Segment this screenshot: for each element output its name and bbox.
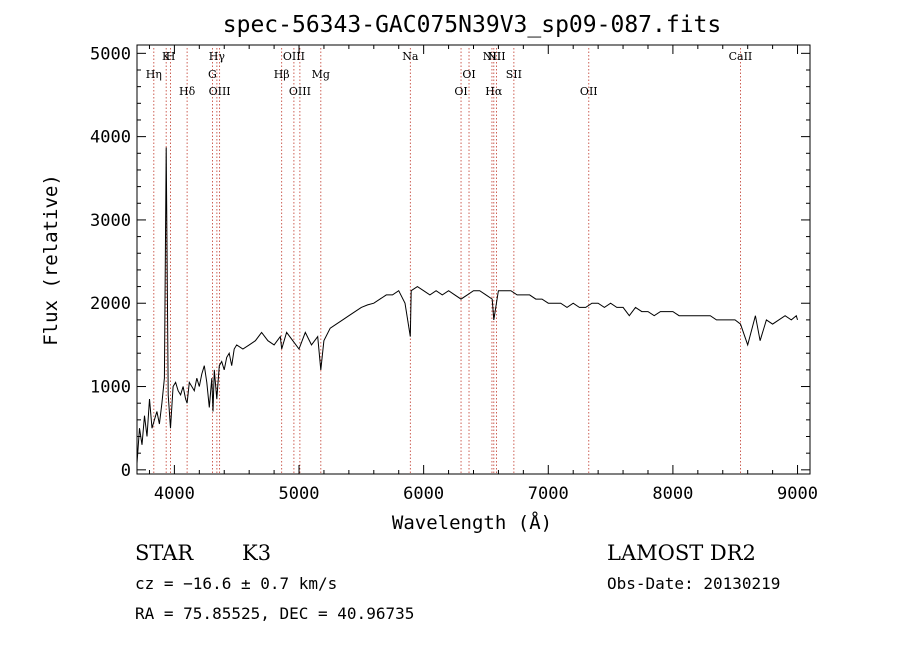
y-axis-label: Flux (relative) [40,174,62,346]
spectral-line-label: OI [462,68,475,81]
redshift-value: cz = −16.6 ± 0.7 km/s [135,574,337,593]
chart-title: spec-56343-GAC075N39V3_sp09-087.fits [223,12,722,38]
spectral-line-label: OI [454,85,467,98]
x-tick-label: 8000 [652,484,693,504]
y-tick-label: 2000 [90,294,131,314]
plot-frame [136,44,811,475]
spectral-line-label: Hα [485,85,503,98]
y-tick-label: 4000 [90,128,131,148]
spectral-line-label: Hγ [209,50,226,63]
spectral-line-label: Hδ [179,85,196,98]
spectral-line-label: NII [483,50,501,63]
coordinates: RA = 75.85525, DEC = 40.96735 [135,604,414,623]
y-tick-label: 1000 [90,378,131,398]
object-class: STAR [135,541,194,565]
spectral-line-label: Na [402,50,419,63]
spectral-line-labels: HηKHHδHγGOIIIHβOIIIOIIIMgNaOIOINIIHαNIIS… [146,50,753,98]
spectral-line-label: OII [580,85,598,98]
x-axis-ticks: 4000 5000 6000 7000 8000 9000 [148,45,818,504]
y-tick-label: 5000 [90,44,131,64]
x-tick-label: 7000 [528,484,569,504]
survey-name: LAMOST DR2 [607,541,756,565]
spectral-line-label: OIII [289,85,311,98]
spectral-line-label: G [208,68,217,81]
x-tick-label: 6000 [403,484,444,504]
spectral-line-label: Hβ [274,68,290,81]
x-tick-label: 5000 [279,484,320,504]
spectral-line-label: Mg [312,68,330,81]
x-axis-label: Wavelength (Å) [392,511,552,534]
spectral-line-label: CaII [729,50,753,63]
spectral-line-markers [153,48,741,474]
object-subclass: K3 [242,541,271,565]
spectral-line-label: SII [506,68,522,81]
spectrum-line [136,147,798,464]
spectral-line-label: K [162,50,171,63]
y-tick-label: 0 [121,461,131,481]
spectral-line-label: OIII [283,50,305,63]
x-tick-label: 4000 [154,484,195,504]
y-tick-label: 3000 [90,211,131,231]
y-axis-ticks: 0 1000 2000 3000 4000 5000 [90,44,810,481]
observation-date: Obs-Date: 20130219 [607,574,780,593]
spectral-line-label: OIII [209,85,231,98]
spectral-line-label: H [166,50,176,63]
x-tick-label: 9000 [777,484,818,504]
spectral-line-label: Hη [146,68,162,81]
spectral-line-label: NII [487,50,505,63]
